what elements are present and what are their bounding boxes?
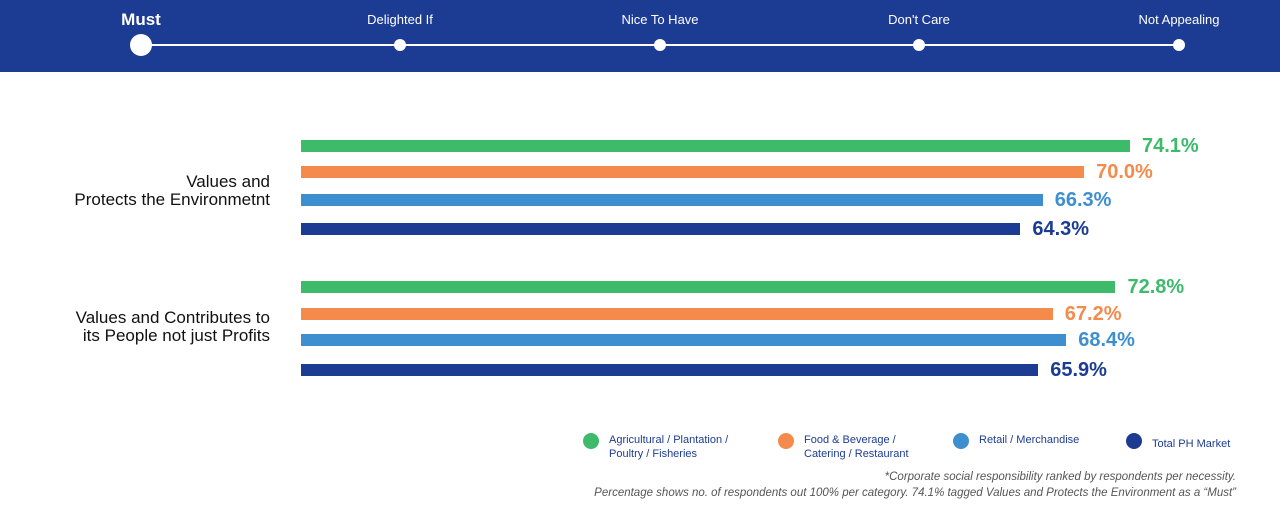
value-label: 65.9%: [1050, 359, 1107, 381]
bar: [301, 364, 1039, 376]
value-label: 64.3%: [1032, 218, 1090, 240]
legend-label: Agricultural / Plantation / Poultry / Fi…: [609, 434, 729, 460]
legend-swatch: [1126, 433, 1142, 449]
stage-dot[interactable]: [913, 39, 925, 51]
legend-swatch: [953, 433, 969, 449]
stage-dot[interactable]: [1173, 39, 1185, 51]
category-label: Values and Protects the Environmetnt: [74, 172, 270, 209]
footnote-1: *Corporate social responsibility ranked …: [884, 471, 1236, 483]
legend-item: Agricultural / Plantation / Poultry / Fi…: [583, 433, 744, 461]
value-label: 70.0%: [1096, 161, 1153, 183]
bar: [301, 308, 1053, 320]
stage-label: Nice To Have: [621, 12, 699, 27]
bar: [301, 223, 1021, 235]
bar: [301, 334, 1067, 346]
legend-item: Total PH Market: [1126, 433, 1230, 451]
stage-dot[interactable]: [394, 39, 406, 51]
stage-label: Must: [121, 10, 161, 29]
value-label: 66.3%: [1054, 189, 1112, 211]
legend-swatch: [778, 433, 794, 449]
bar: [301, 140, 1130, 152]
legend-item: Retail / Merchandise: [953, 433, 1079, 449]
value-label: 72.8%: [1127, 276, 1185, 298]
stage-label: Not Appealing: [1138, 12, 1220, 27]
bar: [301, 194, 1043, 206]
stage-label: Delighted If: [367, 12, 433, 27]
stage-label: Don't Care: [888, 12, 950, 27]
necessity-scale-header: Must Delighted If Nice To Have Don't Care No…: [0, 0, 1280, 72]
stage-dot[interactable]: [654, 39, 666, 51]
bar: [301, 166, 1085, 178]
value-label: 67.2%: [1064, 303, 1122, 325]
value-label: 68.4%: [1078, 329, 1135, 351]
legend-item: Food & Beverage / Catering / Restaurant: [778, 433, 919, 461]
legend-label: Food & Beverage / Catering / Restaurant: [804, 434, 909, 460]
value-label: 74.1%: [1142, 135, 1199, 157]
footnote-2: Percentage shows no. of respondents out …: [594, 487, 1236, 499]
legend-label: Retail / Merchandise: [979, 434, 1080, 446]
category-label: Values and Contributes to its People not …: [75, 308, 270, 345]
legend-label: Total PH Market: [1152, 438, 1231, 450]
legend-swatch: [583, 433, 599, 449]
bar: [301, 281, 1116, 293]
stage-dot[interactable]: [130, 34, 152, 56]
